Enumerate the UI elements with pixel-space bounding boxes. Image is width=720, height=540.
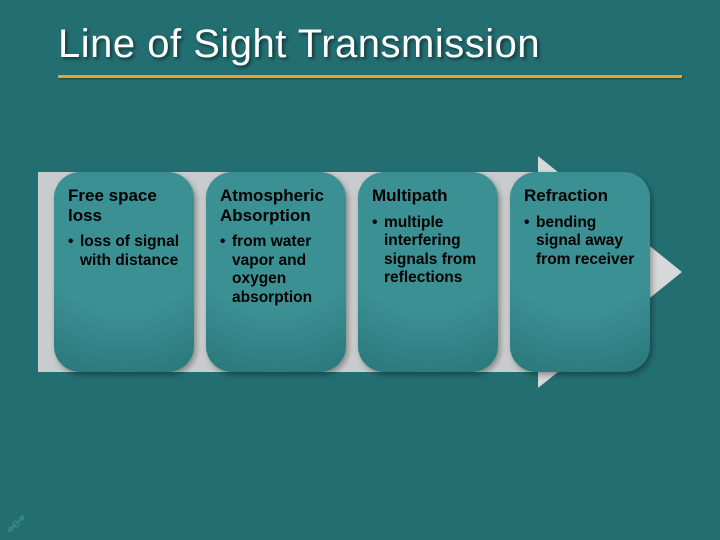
card-atmospheric-absorption: Atmospheric Absorption from water vapor … [206, 172, 346, 372]
card-title: Free space loss [68, 186, 182, 225]
card-row: Free space loss loss of signal with dist… [54, 172, 650, 372]
card-bullet: multiple interfering signals from reflec… [372, 214, 486, 288]
title-underline [58, 75, 682, 78]
card-list: bending signal away from receiver [524, 214, 638, 270]
card-multipath: Multipath multiple interfering signals f… [358, 172, 498, 372]
corner-ornament-icon [4, 512, 28, 536]
card-list: loss of signal with distance [68, 233, 182, 270]
card-list: from water vapor and oxygen absorption [220, 233, 334, 307]
card-refraction: Refraction bending signal away from rece… [510, 172, 650, 372]
card-bullet: bending signal away from receiver [524, 214, 638, 270]
card-bullet: from water vapor and oxygen absorption [220, 233, 334, 307]
card-list: multiple interfering signals from reflec… [372, 214, 486, 288]
page-title: Line of Sight Transmission [58, 22, 682, 67]
card-free-space-loss: Free space loss loss of signal with dist… [54, 172, 194, 372]
card-bullet: loss of signal with distance [68, 233, 182, 270]
card-title: Multipath [372, 186, 486, 206]
slide: Line of Sight Transmission Free space lo… [0, 0, 720, 540]
card-title: Refraction [524, 186, 638, 206]
card-title: Atmospheric Absorption [220, 186, 334, 225]
diagram: Free space loss loss of signal with dist… [38, 156, 682, 388]
